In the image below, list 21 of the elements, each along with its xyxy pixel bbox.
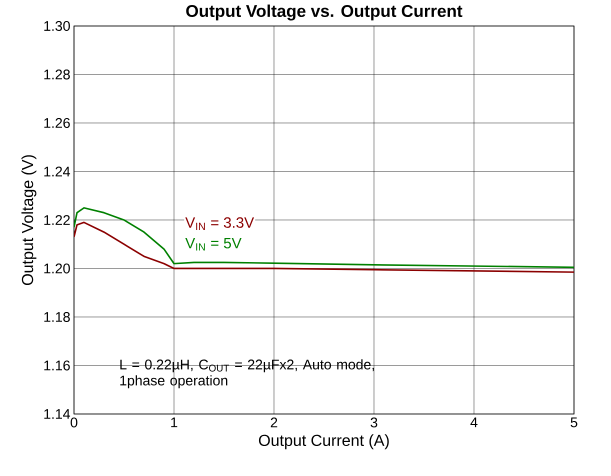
series-label: V$_{IN}$ = 5V <box>185 238 242 251</box>
x-tick-label: 4 <box>470 418 478 428</box>
chart-title: Output Voltage vs. Output Current <box>186 4 462 20</box>
y-tick-label: 1.14 <box>44 409 70 419</box>
y-tick-label: 1.20 <box>44 264 70 274</box>
y-tick-label: 1.28 <box>44 70 70 80</box>
y-tick-label: 1.30 <box>44 21 70 31</box>
y-tick-label: 1.26 <box>44 118 70 128</box>
x-tick-label: 5 <box>570 418 578 428</box>
y-tick-label: 1.16 <box>44 360 70 370</box>
x-tick-label: 3 <box>370 418 378 428</box>
x-axis-title: Output Current (A) <box>258 434 389 450</box>
y-tick-label: 1.18 <box>44 312 70 322</box>
y-tick-label: 1.22 <box>44 215 70 225</box>
x-tick-label: 0 <box>70 418 78 428</box>
x-tick-label: 2 <box>270 418 278 428</box>
x-tick-label: 1 <box>171 418 178 428</box>
text: V$_{IN}$ = 3.3V <box>185 217 254 230</box>
annotation: L = 0.22µH, C$_{OUT}$ = 22µFx2, Auto mode, 1phase operation <box>120 359 374 388</box>
y-tick-label: 1.24 <box>44 166 70 176</box>
y-axis-title: Output Voltage (V) <box>21 155 36 286</box>
